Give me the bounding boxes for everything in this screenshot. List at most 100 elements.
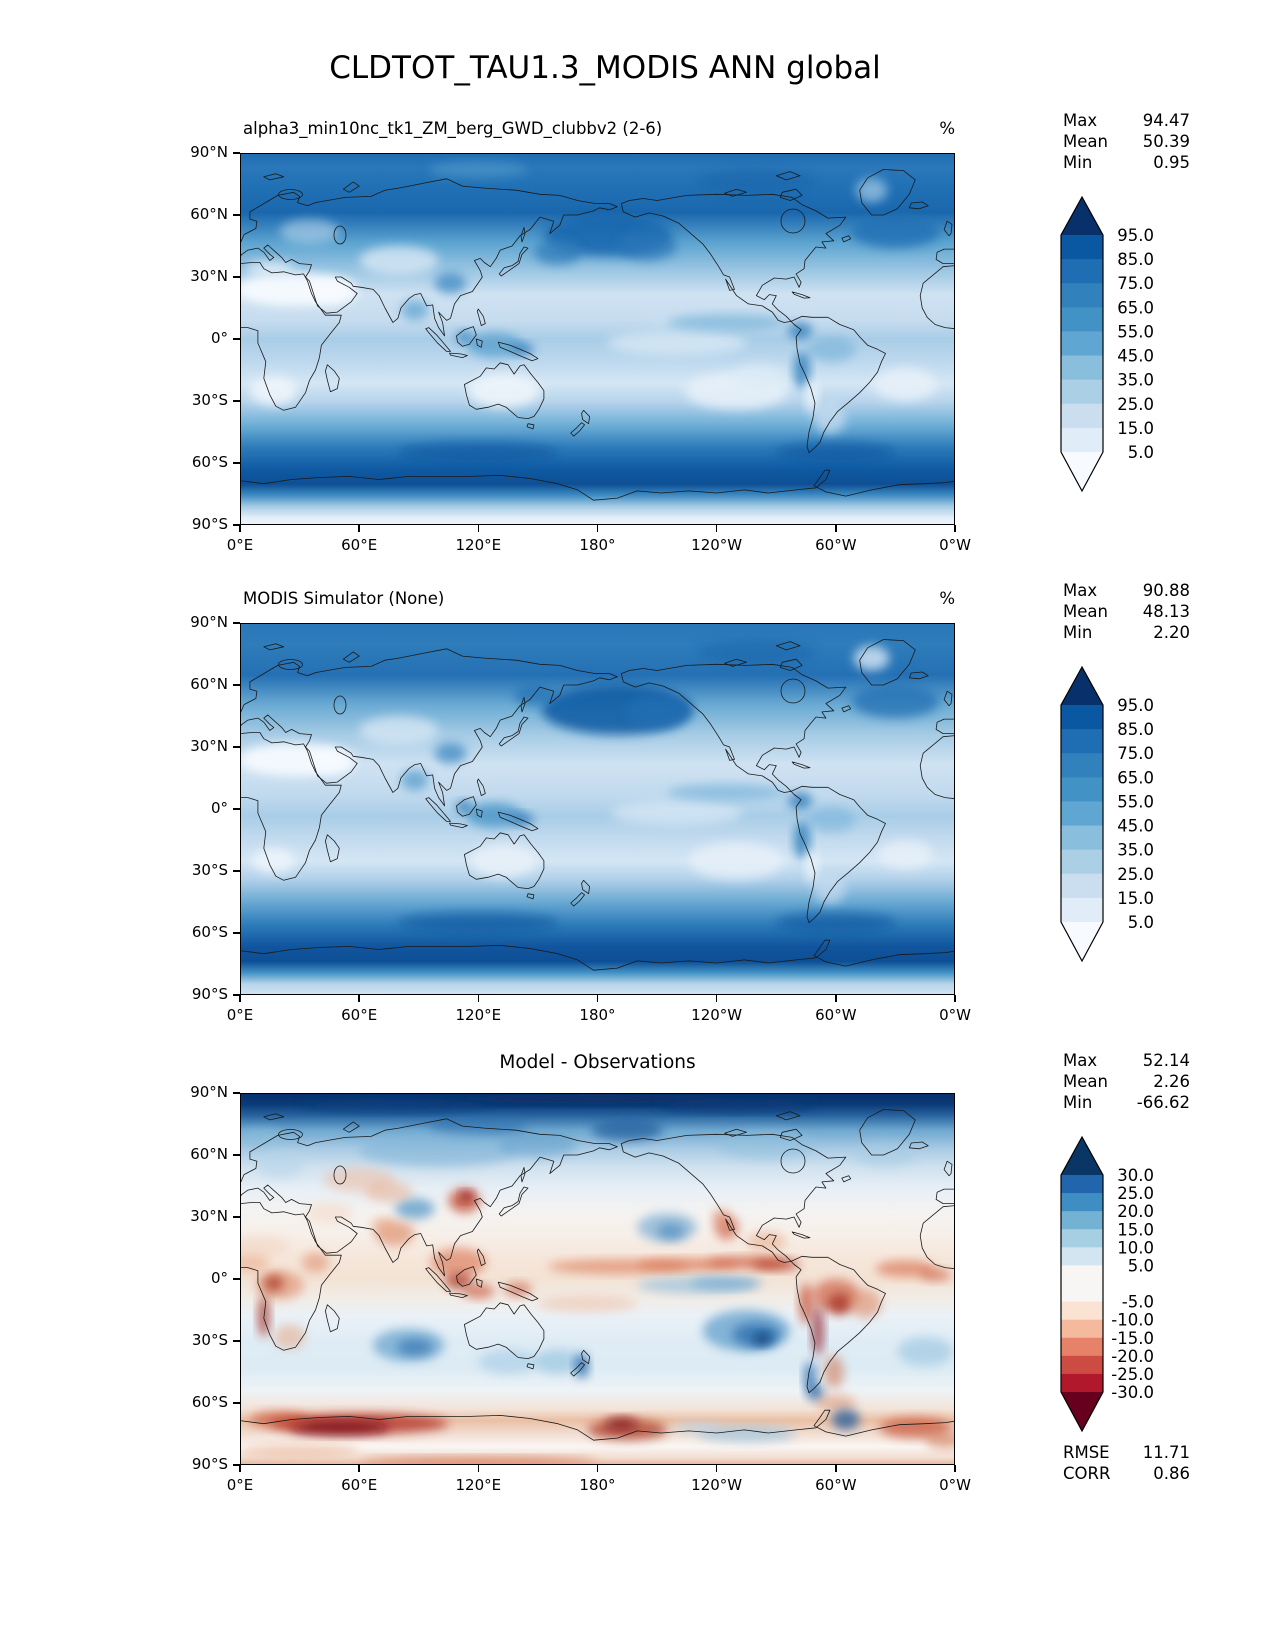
stat-label: Mean bbox=[1063, 602, 1108, 621]
colorbar-tick-label: 25.0 bbox=[1117, 1184, 1154, 1203]
y-tick-label: 0° bbox=[210, 799, 228, 817]
stat-value: 94.47 bbox=[1142, 111, 1190, 130]
x-tick bbox=[596, 1465, 599, 1472]
x-tick-label: 0°E bbox=[226, 1006, 254, 1024]
stat-value: 52.14 bbox=[1142, 1051, 1190, 1070]
y-tick-label: 60°S bbox=[191, 1393, 228, 1411]
y-tick-label: 90°S bbox=[191, 1455, 228, 1473]
metric-label: RMSE bbox=[1063, 1443, 1110, 1462]
x-tick-label: 60°E bbox=[341, 1476, 378, 1494]
y-tick bbox=[233, 808, 240, 810]
colorbar-tick-label: 65.0 bbox=[1117, 298, 1154, 317]
map-model: 0°E 60°E 120°E 180° 120°W 60°W 0°W 90°N 60°N 30°N… bbox=[190, 143, 971, 554]
y-tick-label: 90°S bbox=[191, 515, 228, 533]
x-tick-label: 120°E bbox=[455, 1476, 502, 1494]
colorbar-tick-label: 15.0 bbox=[1117, 419, 1154, 438]
metric-value: 0.86 bbox=[1153, 1464, 1190, 1483]
x-tick-label: 120°E bbox=[455, 536, 502, 554]
colorbar-diff: 30.0 25.0 20.0 15.0 10.0 5.0 -5.0 -10.0 -15.0 -20… bbox=[1060, 1135, 1230, 1436]
y-tick bbox=[233, 276, 240, 278]
colorbar-tick-label: 5.0 bbox=[1128, 1256, 1154, 1275]
stat-value: 48.13 bbox=[1142, 602, 1190, 621]
x-tick-label: 60°E bbox=[341, 1006, 378, 1024]
stat-value: 90.88 bbox=[1142, 581, 1190, 600]
panel-simulator-subtitle: MODIS Simulator (None) bbox=[243, 589, 445, 608]
x-tick-label: 180° bbox=[579, 536, 616, 554]
colorbar-tick-label: 35.0 bbox=[1117, 841, 1154, 860]
y-tick-label: 0° bbox=[210, 1269, 228, 1287]
stat-row: Mean 48.13 bbox=[1063, 601, 1190, 622]
colorbar-tick-label: 5.0 bbox=[1128, 443, 1154, 462]
y-tick-label: 60°N bbox=[190, 205, 228, 223]
x-tick bbox=[596, 995, 599, 1002]
y-tick bbox=[233, 684, 240, 686]
x-tick bbox=[358, 995, 360, 1002]
colorbar-tick-label: 95.0 bbox=[1117, 226, 1154, 245]
y-tick-label: 30°N bbox=[190, 737, 228, 755]
x-tick bbox=[954, 995, 956, 1002]
y-tick bbox=[233, 994, 240, 996]
stat-value: 2.20 bbox=[1153, 623, 1190, 642]
colorbar-tick-label: 15.0 bbox=[1117, 889, 1154, 908]
y-tick-label: 0° bbox=[210, 329, 228, 347]
metrics-diff: RMSE 11.71 CORR 0.86 bbox=[1063, 1442, 1190, 1484]
colorbar-svg: 95.0 85.0 75.0 65.0 55.0 45.0 35.0 25.0 15.0 5.0 bbox=[1060, 665, 1154, 963]
y-tick-label: 60°S bbox=[191, 453, 228, 471]
y-tick bbox=[233, 1092, 240, 1094]
y-tick-label: 60°S bbox=[191, 923, 228, 941]
x-tick-label: 60°W bbox=[815, 536, 857, 554]
stat-label: Mean bbox=[1063, 132, 1108, 151]
x-tick-label: 120°W bbox=[691, 1476, 743, 1494]
colorbar-svg: 30.025.020.015.010.05.0 -5.0-10.0-15.0-20… bbox=[1060, 1135, 1154, 1433]
x-tick bbox=[715, 995, 718, 1002]
metric-label: CORR bbox=[1063, 1464, 1111, 1483]
stat-label: Min bbox=[1063, 153, 1093, 172]
stat-row: Max 90.88 bbox=[1063, 580, 1190, 601]
x-tick-label: 60°E bbox=[341, 536, 378, 554]
y-tick bbox=[233, 1402, 240, 1404]
x-tick bbox=[715, 1465, 718, 1472]
colorbar-svg: 95.0 85.0 75.0 65.0 55.0 45.0 35.0 25.0 15.0 5.0 bbox=[1060, 195, 1154, 493]
panel-model-subtitle: alpha3_min10nc_tk1_ZM_berg_GWD_clubbv2 (… bbox=[243, 119, 663, 138]
y-tick bbox=[233, 1278, 240, 1280]
x-tick-label: 120°E bbox=[455, 1006, 502, 1024]
panel-diff-title: Model - Observations bbox=[499, 1052, 696, 1073]
x-tick bbox=[477, 1465, 480, 1472]
y-tick bbox=[233, 338, 240, 340]
y-tick bbox=[233, 462, 240, 464]
x-tick bbox=[477, 525, 480, 532]
y-tick-label: 30°N bbox=[190, 1207, 228, 1225]
colorbar-tick-label: 35.0 bbox=[1117, 371, 1154, 390]
colorbar-tick-label: 95.0 bbox=[1117, 696, 1154, 715]
colorbar-tick-label: 55.0 bbox=[1117, 322, 1154, 341]
x-tick-label: 0°E bbox=[226, 536, 254, 554]
x-tick bbox=[954, 1465, 956, 1472]
colorbar-tick-label: 75.0 bbox=[1117, 274, 1154, 293]
y-tick-label: 90°N bbox=[190, 613, 228, 631]
y-tick-label: 60°N bbox=[190, 675, 228, 693]
coastlines bbox=[240, 169, 955, 525]
y-tick bbox=[233, 214, 240, 216]
x-tick-label: 0°W bbox=[939, 1476, 971, 1494]
metric-row: RMSE 11.71 bbox=[1063, 1442, 1190, 1463]
x-tick bbox=[358, 1465, 360, 1472]
colorbar-tick-label: -15.0 bbox=[1111, 1329, 1154, 1348]
stats-model: Max 94.47 Mean 50.39 Min 0.95 bbox=[1063, 110, 1190, 173]
y-tick-label: 90°N bbox=[190, 1083, 228, 1101]
x-tick bbox=[596, 525, 599, 532]
stat-row: Mean 2.26 bbox=[1063, 1071, 1190, 1092]
y-tick bbox=[233, 870, 240, 872]
x-tick-label: 0°E bbox=[226, 1476, 254, 1494]
y-tick bbox=[233, 746, 240, 748]
x-tick bbox=[358, 525, 360, 532]
stat-label: Max bbox=[1063, 1051, 1098, 1070]
x-tick bbox=[477, 995, 480, 1002]
y-tick-label: 30°N bbox=[190, 267, 228, 285]
x-tick-label: 0°W bbox=[939, 1006, 971, 1024]
stat-value: 0.95 bbox=[1153, 153, 1190, 172]
colorbar-tick-label: 10.0 bbox=[1117, 1238, 1154, 1257]
stat-row: Min 2.20 bbox=[1063, 622, 1190, 643]
stat-label: Min bbox=[1063, 1093, 1093, 1112]
colorbar-tick-label: 25.0 bbox=[1117, 395, 1154, 414]
